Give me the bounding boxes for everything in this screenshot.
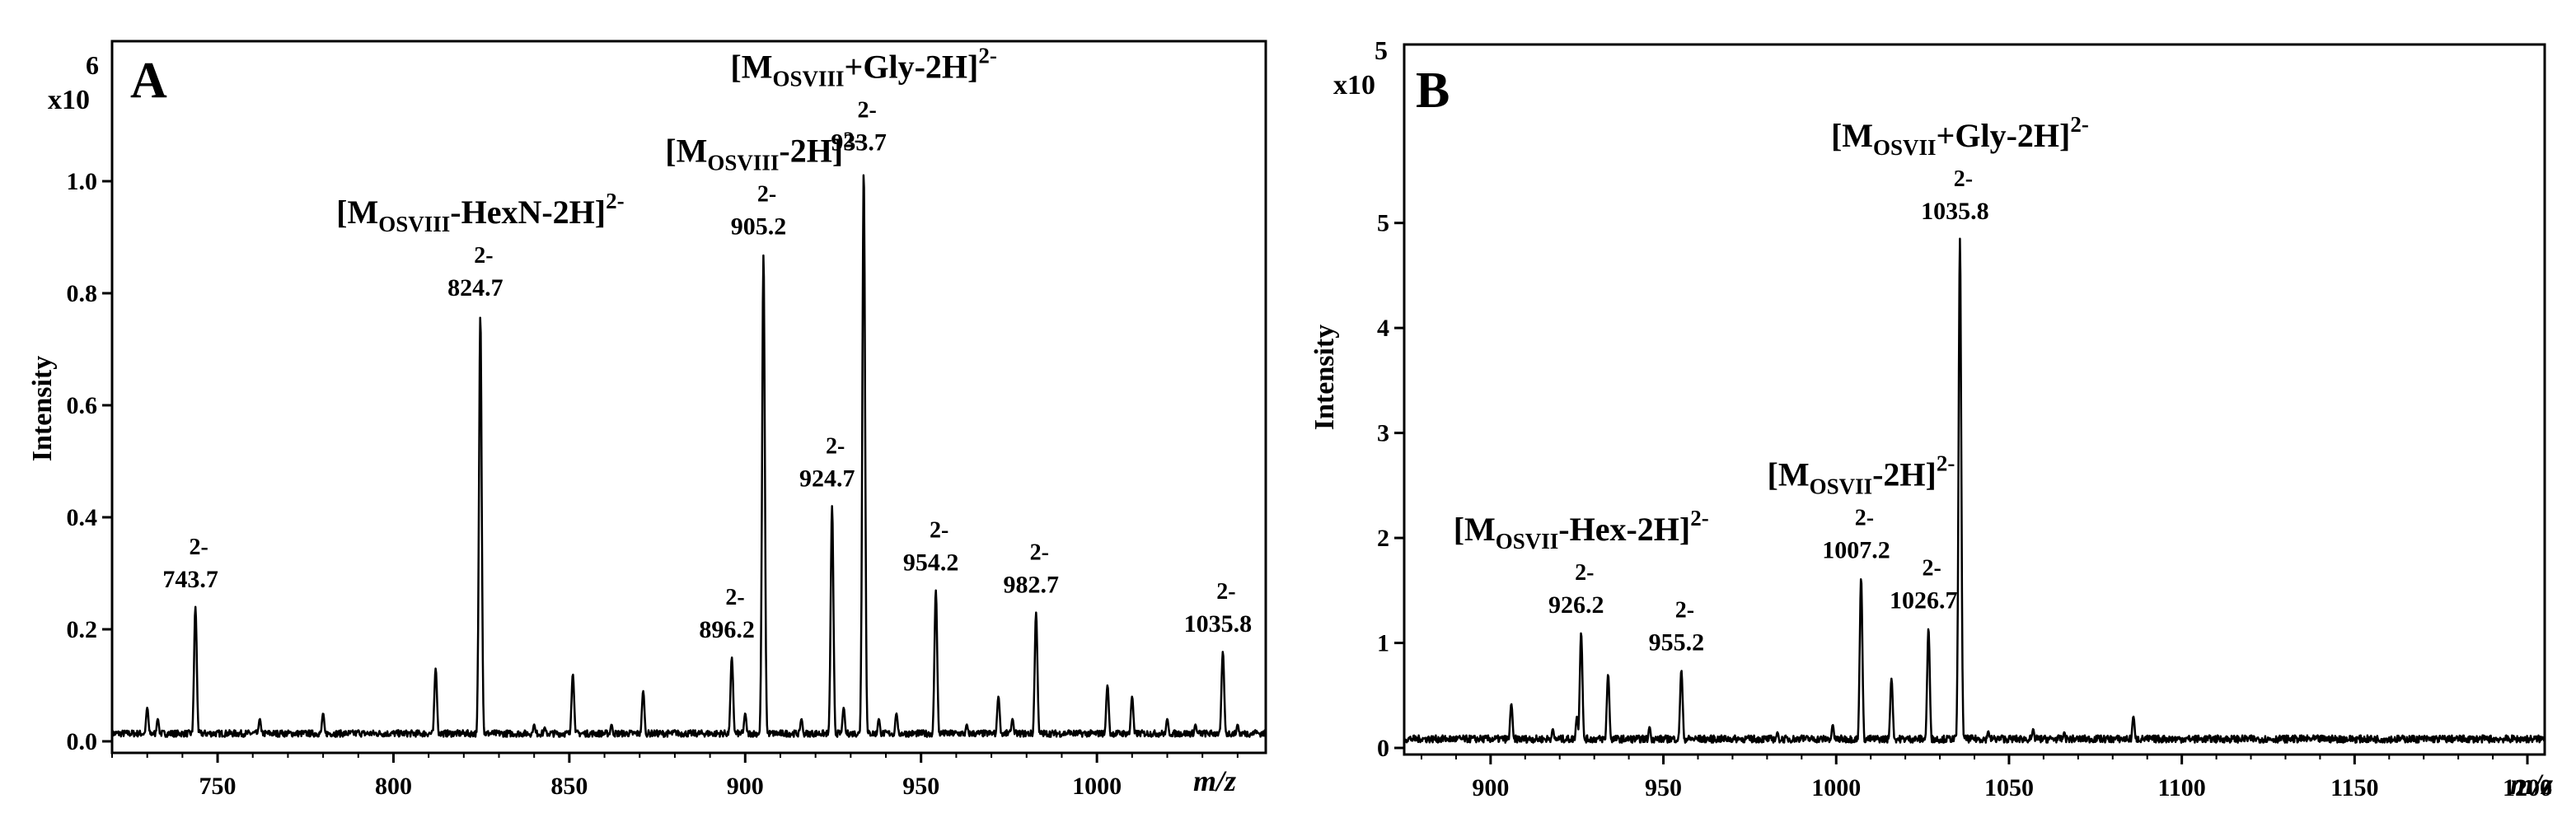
panel-b-peak-mz-label: 926.2 bbox=[1548, 591, 1604, 619]
panel-a-peak-charge-label: 2- bbox=[189, 535, 208, 560]
panel-b-y-axis-label: Intensity bbox=[1309, 325, 1340, 430]
panel-a-y-axis-label: Intensity bbox=[27, 356, 58, 461]
panel-b-peak-mz-label: 955.2 bbox=[1649, 629, 1705, 656]
panel-a-peak-mz-label: 924.7 bbox=[799, 465, 855, 492]
panel-b-x-tick-label: 1050 bbox=[1984, 774, 2034, 801]
panel-b-x-tick-label: 1000 bbox=[1811, 774, 1861, 801]
panel-b-y-tick-label: 5 bbox=[1377, 210, 1389, 237]
panel-a-y-tick-label: 0.4 bbox=[67, 504, 98, 531]
panel-a-exponent-power: 6 bbox=[86, 50, 99, 80]
panel-a-spectrum-trace bbox=[110, 174, 1267, 738]
panel-b-peak-mz-label: 1035.8 bbox=[1921, 198, 1989, 225]
panel-b-label: B bbox=[1416, 63, 1450, 119]
panel-b-peak-mz-label: 1007.2 bbox=[1822, 537, 1890, 564]
panel-a-y-tick-label: 0.8 bbox=[67, 280, 98, 307]
panel-b-y-tick-label: 3 bbox=[1377, 420, 1389, 447]
panel-a-peak-charge-label: 2- bbox=[757, 181, 776, 207]
panel-b-x-axis-label: m/z bbox=[2510, 768, 2553, 801]
panel-a-peak-charge-label: 2- bbox=[474, 243, 493, 269]
panel-b: B x10 5 Intensity m/z 900 950 1000 1050 1100… bbox=[1309, 35, 2553, 801]
panel-a-ion-annotation: [MOSVIII-2H]2- bbox=[665, 127, 861, 175]
panel-a-ion-annotation: [MOSVIII-HexN-2H]2- bbox=[336, 189, 624, 236]
panel-a-peak-mz-label: 743.7 bbox=[162, 566, 218, 593]
panel-a-peak-mz-label: 896.2 bbox=[699, 616, 755, 643]
panel-a-peak-mz-label: 905.2 bbox=[731, 213, 787, 240]
panel-a-peak-mz-label: 1035.8 bbox=[1184, 610, 1253, 638]
panel-b-peak-mz-label: 1026.7 bbox=[1890, 587, 1958, 614]
panel-b-y-tick-label: 4 bbox=[1377, 315, 1389, 342]
panel-b-peak-charge-label: 2- bbox=[1954, 166, 1973, 192]
panel-a-x-tick-label: 950 bbox=[902, 773, 939, 800]
panel-b-peak-charge-label: 2- bbox=[1855, 506, 1874, 531]
panel-a-x-axis-label: m/z bbox=[1193, 764, 1236, 797]
panel-a-peak-charge-label: 2- bbox=[1030, 540, 1049, 566]
panel-a-peak-mz-label: 933.7 bbox=[831, 128, 887, 156]
panel-a-x-tick-label: 850 bbox=[550, 773, 588, 800]
panel-a-y-tick-label: 0.0 bbox=[67, 728, 98, 755]
panel-a-ion-annotation: [MOSVIII+Gly-2H]2- bbox=[730, 43, 996, 91]
panel-b-ion-annotation: [MOSVII-2H]2- bbox=[1768, 451, 1955, 499]
panel-b-exponent-power: 5 bbox=[1375, 35, 1388, 65]
panel-b-spectrum-trace bbox=[1403, 237, 2546, 744]
panel-a-peak-mz-label: 824.7 bbox=[447, 274, 503, 301]
panel-a-peak-charge-label: 2- bbox=[826, 433, 845, 459]
panel-a-y-tick-label: 0.6 bbox=[67, 392, 98, 419]
panel-b-y-tick-label: 0 bbox=[1377, 735, 1389, 762]
panel-a-peak-mz-label: 982.7 bbox=[1004, 572, 1060, 599]
panel-a-plot-frame bbox=[110, 40, 1267, 755]
panel-a-peak-charge-label: 2- bbox=[857, 97, 876, 123]
panel-b-x-tick-label: 1200 bbox=[2503, 774, 2552, 801]
panel-b-x-tick-label: 900 bbox=[1472, 774, 1509, 801]
panel-a-y-tick-label: 1.0 bbox=[67, 168, 98, 195]
panel-a-label: A bbox=[130, 53, 167, 109]
panel-b-peak-charge-label: 2- bbox=[1575, 560, 1594, 586]
panel-a-x-tick-label: 1000 bbox=[1072, 773, 1122, 800]
panel-a-peak-charge-label: 2- bbox=[1216, 579, 1235, 605]
panel-b-y-tick-label: 1 bbox=[1377, 630, 1389, 657]
panel-a-exponent-base: x10 bbox=[48, 85, 90, 115]
panel-a-peak-charge-label: 2- bbox=[725, 585, 744, 610]
panel-a-x-tick-label: 750 bbox=[199, 773, 237, 800]
panel-a: A x10 6 Intensity m/z 750 800 850 900 950 100… bbox=[27, 40, 1267, 800]
panel-a-peak-charge-label: 2- bbox=[930, 517, 948, 543]
panel-a-x-tick-label: 900 bbox=[727, 773, 764, 800]
panel-b-x-tick-label: 950 bbox=[1645, 774, 1682, 801]
panel-a-peak-mz-label: 954.2 bbox=[903, 549, 959, 576]
panel-b-x-tick-label: 1150 bbox=[2330, 774, 2378, 801]
panel-a-y-tick-label: 0.2 bbox=[67, 616, 98, 643]
panel-b-ion-annotation: [MOSVII-Hex-2H]2- bbox=[1454, 506, 1709, 554]
panel-b-y-tick-label: 2 bbox=[1377, 525, 1389, 552]
panel-b-peak-charge-label: 2- bbox=[1675, 598, 1694, 624]
panel-a-x-tick-label: 800 bbox=[375, 773, 412, 800]
panel-b-x-tick-label: 1100 bbox=[2157, 774, 2205, 801]
panel-b-exponent-base: x10 bbox=[1333, 70, 1375, 100]
panel-b-ion-annotation: [MOSVII+Gly-2H]2- bbox=[1831, 112, 2089, 160]
panel-b-peak-charge-label: 2- bbox=[1923, 556, 1941, 582]
